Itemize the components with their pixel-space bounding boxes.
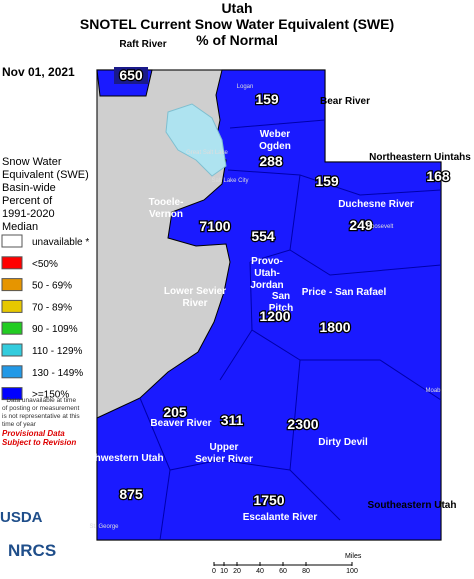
legend-label: unavailable * — [32, 237, 89, 248]
basin-name: Provo- — [251, 256, 283, 267]
basin-name: Pitch — [269, 303, 293, 314]
basin-name: Price - San Rafael — [302, 287, 387, 298]
basin-name: Escalante River — [243, 512, 318, 523]
legend-swatch — [1, 234, 23, 248]
basin-name: Utah- — [254, 268, 280, 279]
scale-tick-label: 10 — [220, 568, 228, 574]
basin-value: 288 — [259, 153, 283, 169]
legend-label: 50 - 69% — [32, 281, 72, 292]
basin-name: San — [272, 291, 290, 302]
place-label: Roosevelt — [367, 224, 394, 230]
basin-value: 159 — [255, 91, 279, 107]
place-label: Moab — [425, 388, 441, 394]
note: time of year — [2, 421, 37, 428]
basin-name: River — [182, 298, 207, 309]
legend-title: Percent of — [2, 195, 53, 207]
basin-value: 554 — [251, 228, 275, 244]
basin-value: 1200 — [259, 308, 290, 324]
legend-title: Basin-wide — [2, 182, 56, 194]
basin-name: Weber — [260, 129, 290, 140]
basin-name: Ogden — [259, 141, 291, 152]
basin-name: Raft River — [119, 39, 166, 50]
basin-value: 168 — [426, 168, 450, 184]
legend-label: 110 - 129% — [32, 346, 83, 357]
scale-tick-label: 100 — [346, 568, 358, 574]
legend-swatch — [1, 365, 23, 379]
title: SNOTEL Current Snow Water Equivalent (SW… — [80, 16, 394, 32]
basin-value: 650 — [119, 67, 143, 83]
basin-name: Northeastern Uintahs — [369, 152, 471, 163]
basin-boundaries — [139, 119, 442, 541]
legend-title: Median — [2, 221, 38, 233]
basin-value: 7100 — [199, 218, 230, 234]
legend-title: Equivalent (SWE) — [2, 169, 89, 181]
basin-value: 2300 — [287, 416, 318, 432]
place-label: Logan — [237, 84, 254, 90]
scale-tick-label: 60 — [279, 568, 287, 574]
basin-name: Vernon — [149, 209, 183, 220]
legend-title: 1991-2020 — [2, 208, 55, 220]
basin-value: 311 — [221, 412, 244, 428]
place-label: St. George — [89, 524, 119, 530]
note: * Data unavailable at time — [2, 397, 76, 404]
legend-swatch — [1, 278, 23, 292]
basin-value: 1750 — [253, 492, 284, 508]
legend-label: 130 - 149% — [32, 368, 83, 379]
basin-name: Beaver River — [150, 418, 211, 429]
note: of posting or measurement — [2, 405, 80, 412]
basin-name: Southwestern Utah — [72, 453, 163, 464]
basin-name: Southeastern Utah — [368, 500, 457, 511]
legend-label: 70 - 89% — [32, 302, 72, 313]
place-label: Great Salt Lake — [186, 150, 228, 156]
basin-name: Jordan — [250, 280, 283, 291]
basin-name: Sevier River — [195, 454, 253, 465]
legend-label: >=150% — [32, 390, 69, 401]
legend-swatch — [1, 299, 23, 313]
provisional: Subject to Revision — [2, 438, 76, 447]
basin-value: 249 — [349, 217, 373, 233]
basin-name: Bear River — [320, 96, 370, 107]
basin-name: Dirty Devil — [318, 437, 368, 448]
legend-label: <50% — [32, 259, 58, 270]
scale-tick-label: 40 — [256, 568, 264, 574]
basin-value: 159 — [315, 173, 339, 189]
basin-value: 205 — [163, 404, 187, 420]
legend-swatch — [1, 256, 23, 270]
scale-tick-label: 20 — [233, 568, 241, 574]
scale-tick-label: 0 — [212, 568, 216, 574]
note: is not representative at this — [2, 413, 80, 420]
basin-name: Tooele- — [149, 197, 184, 208]
legend-swatch — [1, 321, 23, 335]
logo: USDA — [0, 509, 43, 526]
basin-value: 875 — [119, 486, 143, 502]
provisional: Provisional Data — [2, 429, 65, 438]
legend-swatch — [1, 387, 23, 401]
scale-tick-label: 80 — [302, 568, 310, 574]
title: Utah — [221, 0, 252, 16]
legend-swatch — [1, 343, 23, 357]
legend-title: Snow Water — [2, 156, 62, 168]
basin-value: 1800 — [319, 319, 350, 335]
title: % of Normal — [196, 32, 278, 48]
date: Nov 01, 2021 — [2, 65, 75, 79]
basin-name: Duchesne River — [338, 199, 414, 210]
basin-name: Upper — [210, 442, 239, 453]
basin-name: Lower Sevier — [164, 286, 226, 297]
great-salt-lake — [165, 103, 227, 177]
legend-label: 90 - 109% — [32, 324, 78, 335]
value-box — [114, 67, 148, 84]
scale-label: Miles — [345, 553, 362, 560]
logo: NRCS — [8, 541, 56, 560]
place-label: Salt Lake City — [211, 178, 248, 184]
